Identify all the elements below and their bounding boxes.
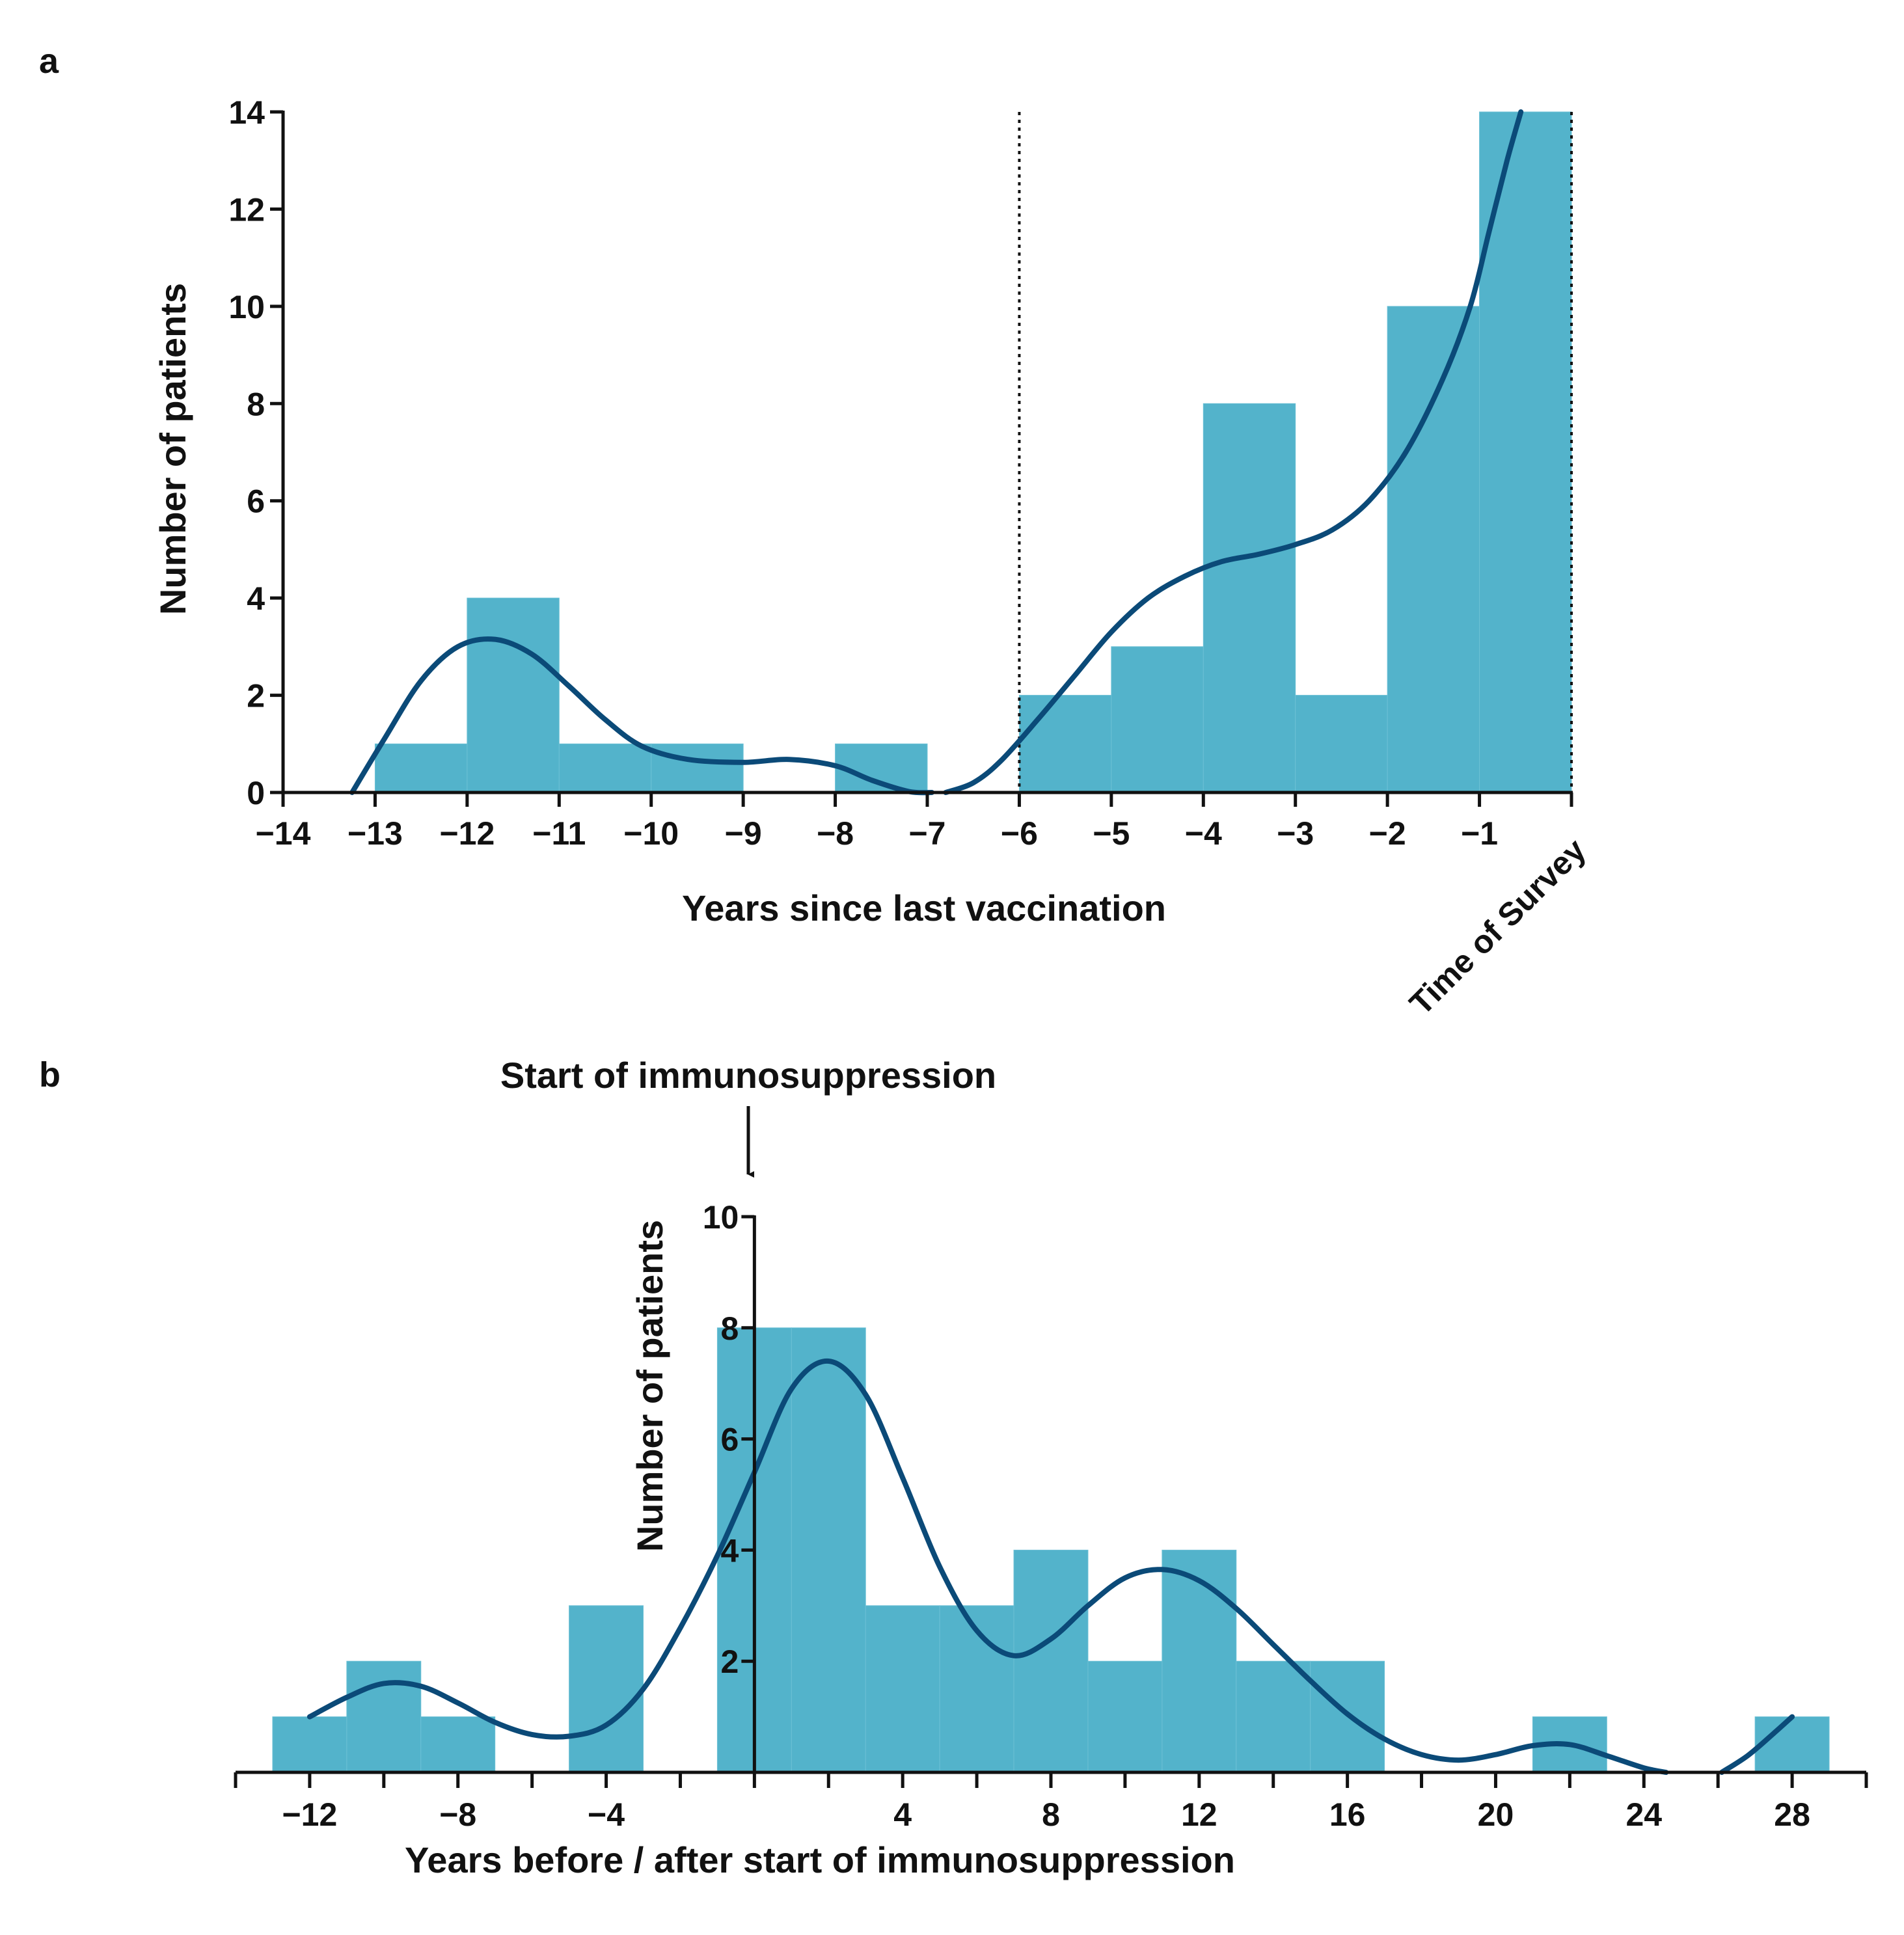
panel-a-bar <box>1295 695 1388 793</box>
panel-a-bar <box>1203 403 1296 793</box>
panel-b-x-tick-label: 8 <box>1042 1796 1060 1833</box>
panel-a-y-tick-label: 2 <box>247 678 265 714</box>
panel-a-time-of-survey-label: Time of Survey <box>1402 832 1593 1022</box>
panel-a-bar <box>651 743 744 793</box>
panel-a-x-tick-label: −14 <box>256 815 311 852</box>
panel-b-bar <box>865 1605 940 1773</box>
panel-a-curve <box>349 109 1524 796</box>
panel-a-bar <box>1018 695 1112 793</box>
panel-a-y-tick-label: 12 <box>228 191 265 228</box>
panel-a-x-tick-label: −13 <box>347 815 403 852</box>
panel-a-x-tick-label: −8 <box>817 815 854 852</box>
panel-b-bars <box>272 1327 1830 1773</box>
start-of-immunosuppression-annotation: Start of immunosuppression <box>500 1055 996 1096</box>
panel-b-x-tick-label: 4 <box>893 1796 912 1833</box>
panel-a-bars <box>374 111 1572 793</box>
panel-a-x-tick-label: −4 <box>1185 815 1222 852</box>
panel-b-bar <box>346 1660 422 1773</box>
panel-a-x-tick-label: −11 <box>532 815 586 852</box>
panel-b-bar <box>1162 1549 1237 1773</box>
panel-b-bar <box>791 1327 866 1773</box>
panel-b-y-tick-label: 4 <box>721 1532 739 1569</box>
panel-a-letter: a <box>39 42 59 81</box>
panel-b-y-axis-title: Number of patients <box>629 1220 670 1552</box>
panel-b-x-axis-title: Years before / after start of immunosupp… <box>405 1839 1235 1880</box>
panel-b-x-tick-label: 20 <box>1478 1796 1514 1833</box>
panel-a-y-tick-label: 6 <box>247 483 265 520</box>
panel-a-curve-segment <box>943 109 1524 795</box>
panel-b-y-tick-label: 2 <box>721 1644 739 1680</box>
panel-a-bar <box>374 743 468 793</box>
panel-a-curve-segment <box>349 636 935 796</box>
panel-b-bar <box>569 1605 644 1773</box>
panel-a-x-tick-label: −10 <box>623 815 679 852</box>
panel-b-x-tick-label: 24 <box>1625 1796 1662 1833</box>
panel-b-x-tick-label: −4 <box>588 1796 625 1833</box>
panel-b-x-tick-label: −8 <box>439 1796 476 1833</box>
panel-b-x-tick-label: −12 <box>282 1796 337 1833</box>
panel-a-x-tick-label: −9 <box>725 815 762 852</box>
panel-b-curve <box>306 1358 1795 1775</box>
panel-b-x-tick-label: 12 <box>1181 1796 1217 1833</box>
panel-a-y-tick-label: 10 <box>228 289 265 325</box>
panel-b-letter: b <box>39 1055 61 1094</box>
panel-b-curve-segment <box>306 1358 1669 1775</box>
panel-b-bar <box>1087 1660 1163 1773</box>
panel-b-x-tick-label: 16 <box>1329 1796 1366 1833</box>
panel-b-bar <box>420 1716 496 1773</box>
panel-a-y-tick-label: 0 <box>247 775 265 811</box>
panel-a-bar <box>1387 306 1480 793</box>
panel-a-bar <box>558 743 652 793</box>
panel-b-bar <box>272 1716 347 1773</box>
panel-b-x-tick-label: 28 <box>1774 1796 1810 1833</box>
panel-a-x-tick-label: −2 <box>1369 815 1406 852</box>
panel-a-bar <box>1479 111 1572 793</box>
panel-a-y-tick-label: 8 <box>247 386 265 422</box>
panel-b-bar <box>1754 1716 1830 1773</box>
panel-a-bar <box>467 597 560 793</box>
panel-a-x-tick-label: −5 <box>1093 815 1130 852</box>
panel-b-y-tick-label: 6 <box>721 1422 739 1458</box>
panel-b-y-tick-label: 10 <box>703 1199 739 1236</box>
panel-b-bar <box>1236 1660 1311 1773</box>
panel-a-y-tick-label: 14 <box>228 94 265 131</box>
panel-b-y-tick-label: 8 <box>721 1310 739 1347</box>
panel-a: a 0 2 4 6 8 10 12 14 −14 −13 −12 −11 −10 −9 −8 −7 −6 −5 −4… <box>39 42 1593 1022</box>
panel-a-axes: 0 2 4 6 8 10 12 14 −14 −13 −12 −11 −10 −9 −8 −7 −6 −5 −4 −3… <box>228 94 1573 852</box>
panel-a-y-axis-title: Number of patients <box>152 283 193 615</box>
panel-b-curve-segment <box>1719 1714 1795 1775</box>
panel-b-bar <box>1013 1549 1089 1773</box>
panel-a-y-tick-label: 4 <box>247 580 265 617</box>
panel-a-x-tick-label: −3 <box>1277 815 1314 852</box>
panel-a-x-tick-label: −1 <box>1461 815 1498 852</box>
panel-a-x-tick-label: −6 <box>1001 815 1038 852</box>
panel-a-x-tick-label: −12 <box>439 815 495 852</box>
panel-a-bar <box>1111 646 1204 793</box>
panel-a-x-axis-title: Years since last vaccination <box>682 887 1166 928</box>
panel-a-x-tick-label: −7 <box>908 815 945 852</box>
